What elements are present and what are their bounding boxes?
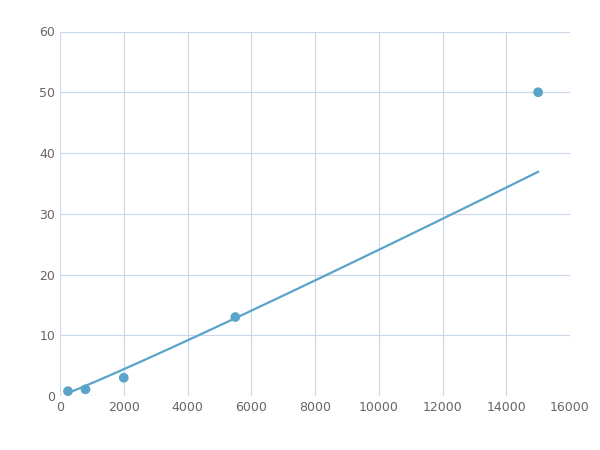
Point [230, 313, 240, 320]
Point [533, 89, 543, 96]
Point [119, 374, 128, 382]
Point [80, 386, 91, 393]
Point [63, 387, 73, 395]
